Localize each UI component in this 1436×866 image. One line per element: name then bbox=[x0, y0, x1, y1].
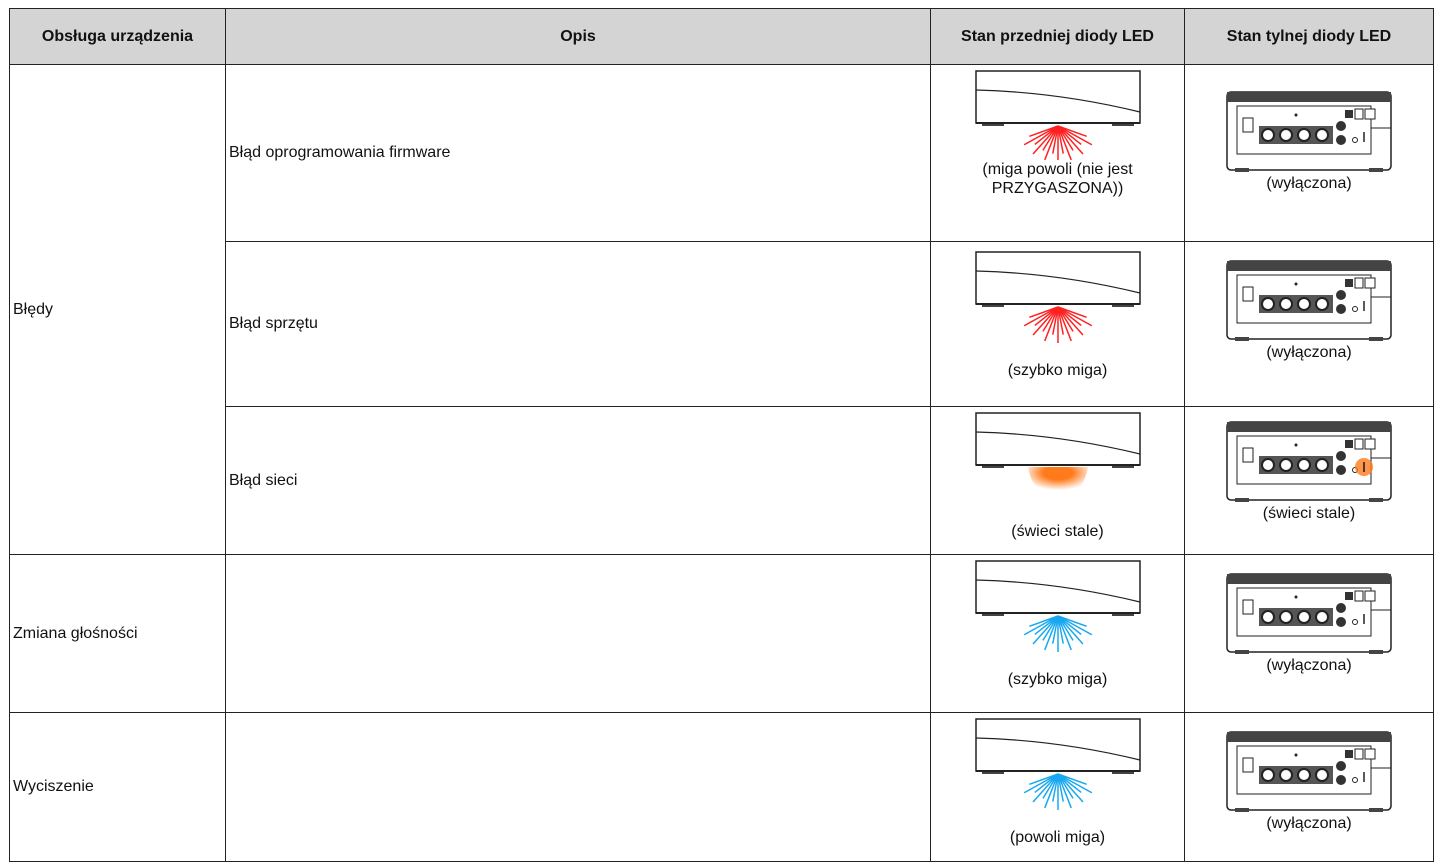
rear-state: (wyłączona) bbox=[1266, 657, 1352, 674]
device: Błędy bbox=[9, 64, 226, 555]
rear-led-illustration bbox=[1226, 421, 1392, 502]
rear-cell: (wyłączona) bbox=[1184, 554, 1434, 713]
rear-cell: (wyłączona) bbox=[1184, 712, 1434, 862]
row: Błąd sprzętu (szybko miga) (wyłączona) bbox=[10, 241, 1434, 407]
header-cell: Stan tylnej diody LED bbox=[1184, 8, 1434, 65]
front-led-illustration bbox=[974, 251, 1141, 343]
rear-state: (świeci stale) bbox=[1262, 505, 1356, 522]
front-cell: (świeci stale) bbox=[930, 406, 1185, 555]
row: Wyciszenie (powoli miga) (wyłączona) bbox=[9, 712, 1434, 862]
header-cell: Opis bbox=[225, 8, 931, 65]
device: Zmiana głośności bbox=[9, 554, 226, 713]
front-state: (powoli miga) bbox=[1009, 829, 1106, 846]
header-row: Obsługa urządzenia Opis Stan przedniej d… bbox=[9, 8, 1434, 65]
rear-cell: (świeci stale) bbox=[1184, 406, 1434, 555]
rear-led-illustration bbox=[1226, 260, 1392, 341]
row: Błąd sieci (świeci stale) (świeci stale) bbox=[10, 406, 1434, 555]
front-state: (miga powoli (nie jest PRZYGASZONA)) bbox=[982, 161, 1133, 197]
front-led-illustration bbox=[974, 718, 1141, 810]
front-led-illustration bbox=[974, 70, 1141, 160]
description: Błąd oprogramowania firmware bbox=[225, 64, 931, 242]
rear-led-illustration bbox=[1226, 573, 1392, 654]
rear-led-illustration bbox=[1226, 91, 1392, 172]
rear-led-illustration bbox=[1226, 731, 1392, 812]
front-led-illustration bbox=[974, 560, 1141, 652]
front-cell: (szybko miga) bbox=[930, 241, 1185, 407]
rear-state: (wyłączona) bbox=[1266, 344, 1352, 361]
description: Błąd sieci bbox=[225, 406, 931, 555]
rear-state: (wyłączona) bbox=[1266, 815, 1352, 832]
description: Błąd sprzętu bbox=[225, 241, 931, 407]
led-table: Obsługa urządzenia Opis Stan przedniej d… bbox=[9, 8, 1434, 862]
row: Zmiana głośności (szybko miga) (wyłączon… bbox=[9, 554, 1434, 713]
device: Wyciszenie bbox=[9, 712, 226, 862]
description bbox=[225, 712, 931, 862]
rear-cell: (wyłączona) bbox=[1184, 64, 1434, 242]
front-state: (szybko miga) bbox=[1007, 671, 1108, 688]
front-state: (świeci stale) bbox=[1011, 523, 1104, 540]
rear-state: (wyłączona) bbox=[1266, 175, 1352, 192]
header-cell: Stan przedniej diody LED bbox=[930, 8, 1185, 65]
rear-cell: (wyłączona) bbox=[1184, 241, 1434, 407]
header-cell: Obsługa urządzenia bbox=[9, 8, 226, 65]
front-state: (szybko miga) bbox=[1007, 362, 1108, 379]
front-cell: (powoli miga) bbox=[930, 712, 1185, 862]
description bbox=[225, 554, 931, 713]
front-cell: (szybko miga) bbox=[930, 554, 1185, 713]
row: Błędy Błąd oprogramowania firmware (miga… bbox=[9, 64, 1434, 555]
front-led-illustration bbox=[974, 412, 1141, 496]
front-cell: (miga powoli (nie jest PRZYGASZONA)) bbox=[930, 64, 1185, 242]
